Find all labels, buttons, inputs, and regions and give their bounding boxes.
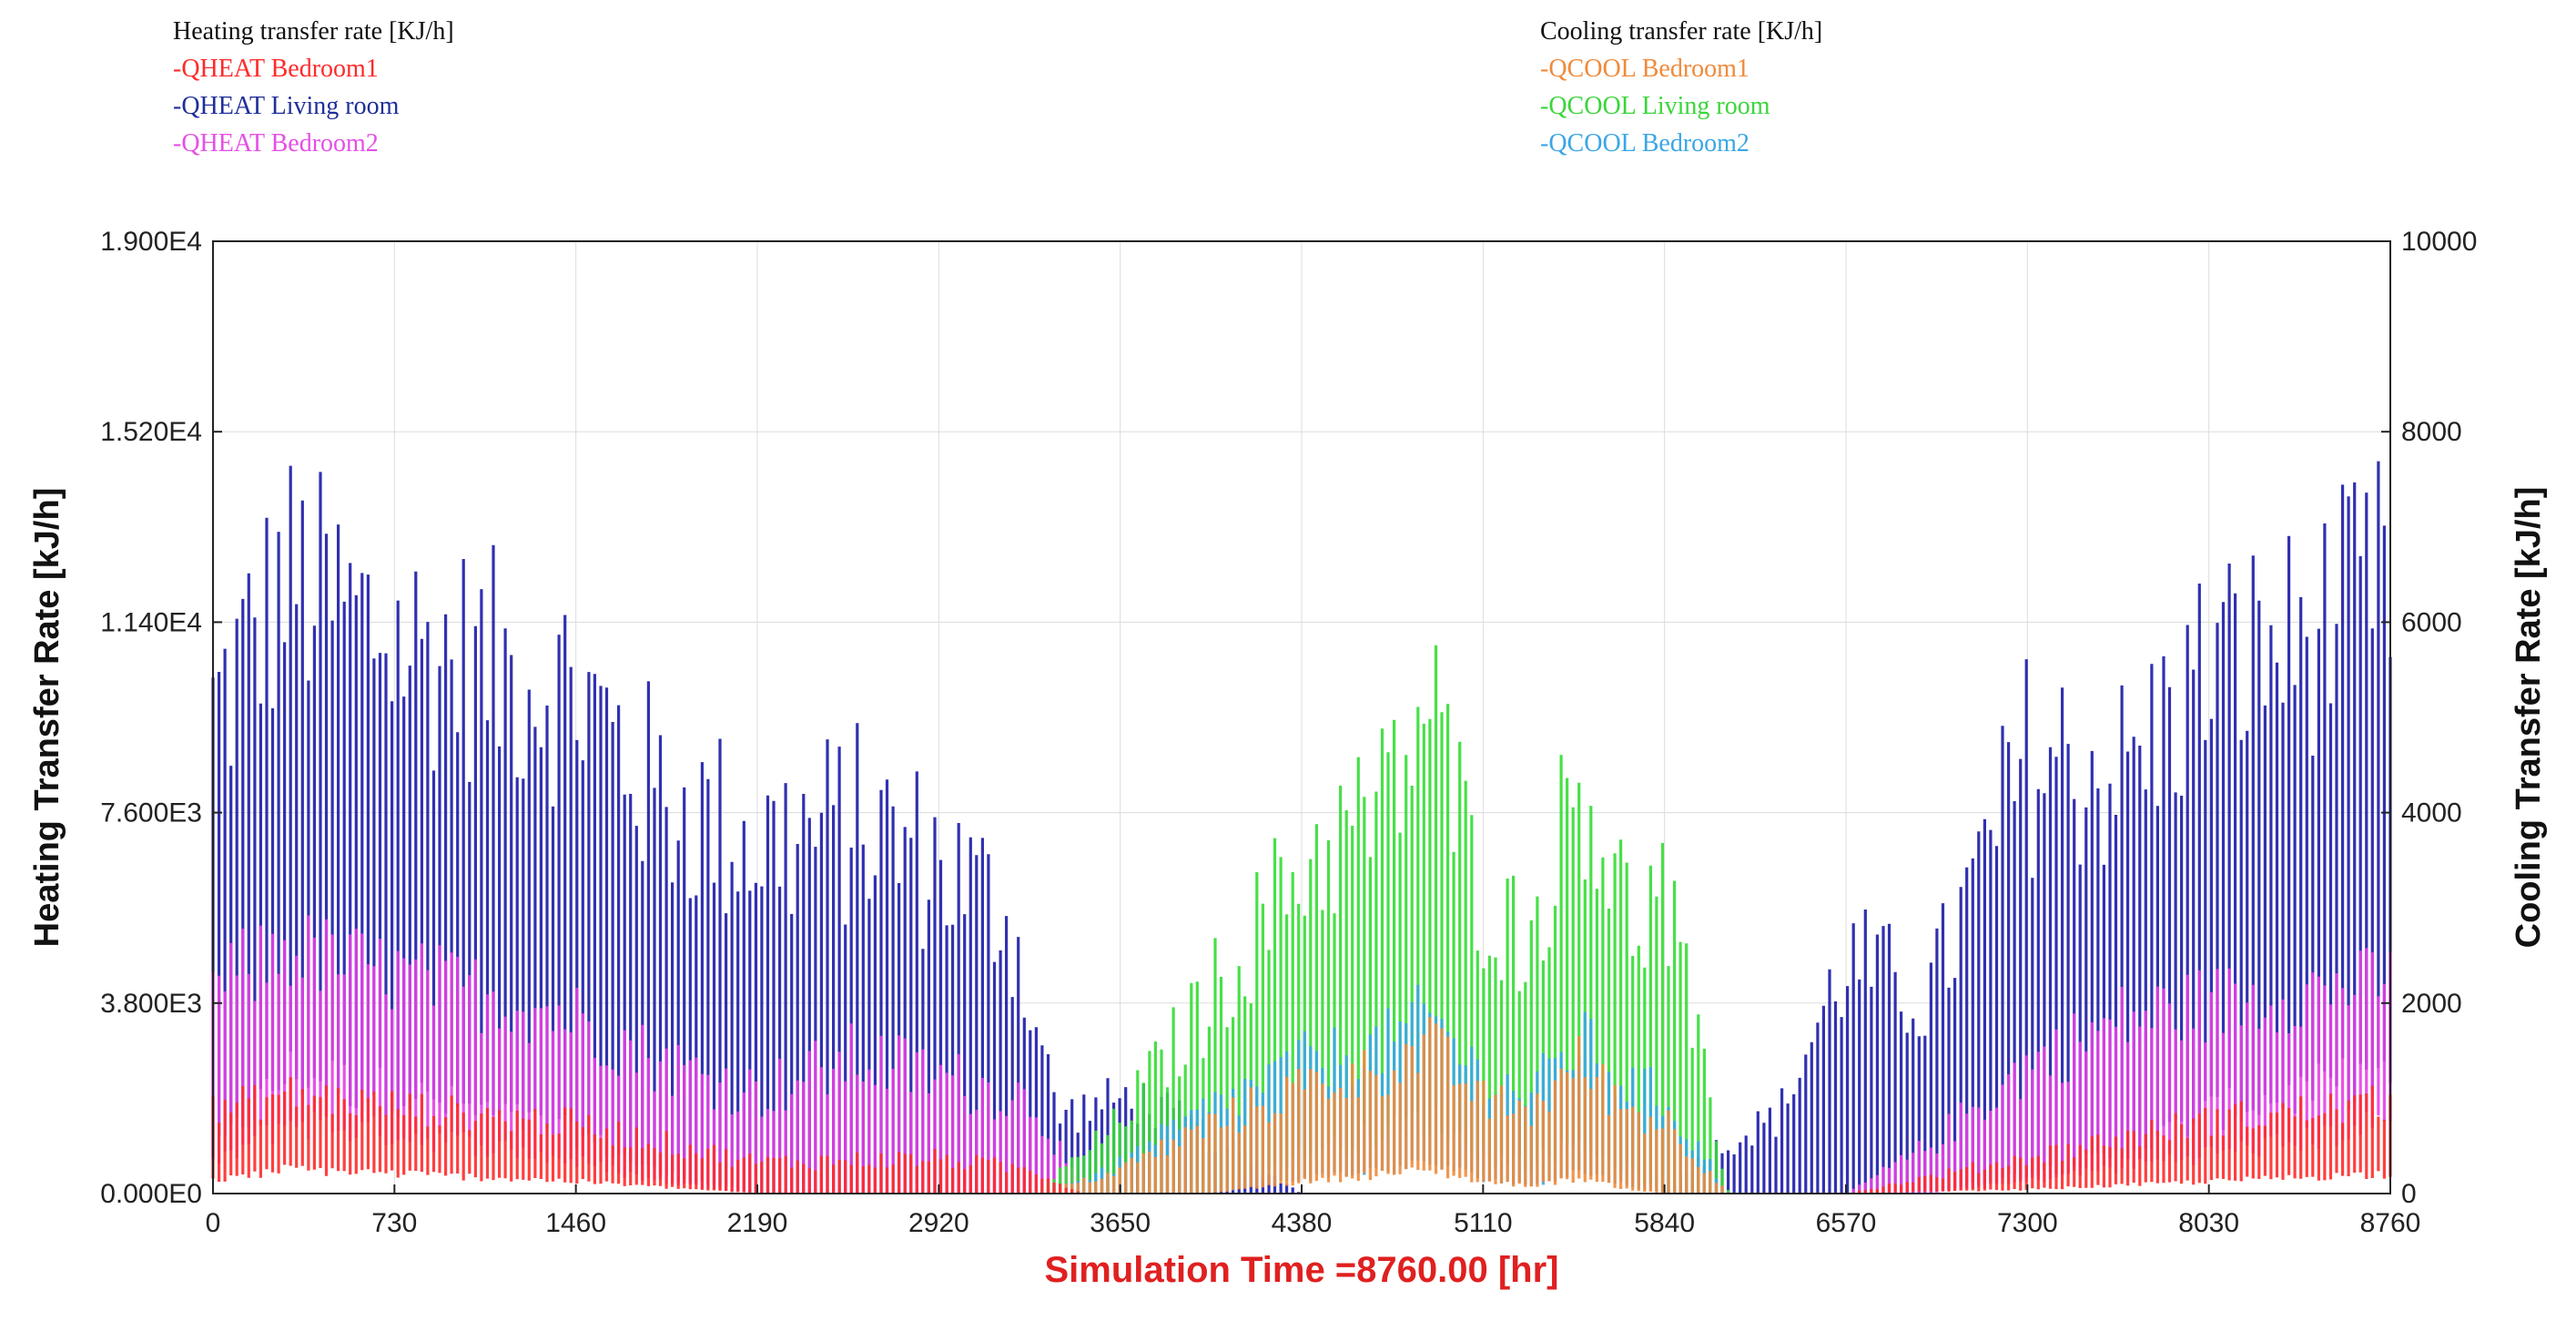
legend-item-qheat-bedroom1: -QHEAT Bedroom1 xyxy=(173,55,379,83)
x-tick-label: 730 xyxy=(371,1208,417,1238)
legend-heating-title: Heating transfer rate [KJ/h] xyxy=(173,17,454,46)
x-tick-label: 1460 xyxy=(545,1208,606,1238)
x-tick-label: 6570 xyxy=(1816,1208,1877,1238)
x-tick-label: 0 xyxy=(206,1208,221,1238)
y-tick-label-right: 4000 xyxy=(2401,798,2462,828)
x-tick-label: 8760 xyxy=(2360,1208,2421,1238)
legend-item-qcool-bedroom1: -QCOOL Bedroom1 xyxy=(1540,55,1749,83)
y-tick-label-left: 0.000E0 xyxy=(100,1179,202,1209)
x-tick-label: 2920 xyxy=(908,1208,969,1238)
x-tick-label: 4380 xyxy=(1272,1208,1333,1238)
y-tick-label-left: 1.900E4 xyxy=(100,227,202,257)
y-axis-title-right: Cooling Transfer Rate [kJ/h] xyxy=(2510,487,2548,949)
legend-item-qheat-bedroom2: -QHEAT Bedroom2 xyxy=(173,129,379,158)
y-tick-label-right: 0 xyxy=(2401,1179,2417,1209)
legend-cooling: Cooling transfer rate [KJ/h] -QCOOL Bedr… xyxy=(1540,13,1822,162)
x-tick-label: 7300 xyxy=(1997,1208,2058,1238)
x-tick-label: 3650 xyxy=(1090,1208,1151,1238)
legend-heating: Heating transfer rate [KJ/h] -QHEAT Bedr… xyxy=(173,13,454,162)
legend-item-qheat-living-room: -QHEAT Living room xyxy=(173,92,400,120)
x-tick-label: 5840 xyxy=(1634,1208,1695,1238)
y-tick-label-left: 1.520E4 xyxy=(100,417,202,447)
x-tick-label: 5110 xyxy=(1454,1208,1513,1238)
legend-item-qcool-bedroom2: -QCOOL Bedroom2 xyxy=(1540,129,1749,158)
y-tick-label-left: 1.140E4 xyxy=(100,607,202,637)
x-axis-title: Simulation Time =8760.00 [hr] xyxy=(1044,1250,1558,1290)
y-tick-label-right: 10000 xyxy=(2401,227,2477,257)
x-tick-label: 8030 xyxy=(2178,1208,2239,1238)
ticks: 0 730 1460 2190 2920 3650 4380 5110 5840 6570 7300… xyxy=(100,227,2477,1238)
legend-item-qcool-living-room: -QCOOL Living room xyxy=(1540,92,1770,120)
y-tick-label-left: 7.600E3 xyxy=(100,798,202,828)
y-axis-title-left: Heating Transfer Rate [kJ/h] xyxy=(28,488,66,948)
y-tick-label-right: 6000 xyxy=(2401,607,2462,637)
x-tick-label: 2190 xyxy=(727,1208,788,1238)
y-tick-label-right: 2000 xyxy=(2401,989,2462,1019)
y-tick-label-right: 8000 xyxy=(2401,417,2462,447)
y-tick-label-left: 3.800E3 xyxy=(100,989,202,1019)
legend-cooling-title: Cooling transfer rate [KJ/h] xyxy=(1540,17,1823,46)
